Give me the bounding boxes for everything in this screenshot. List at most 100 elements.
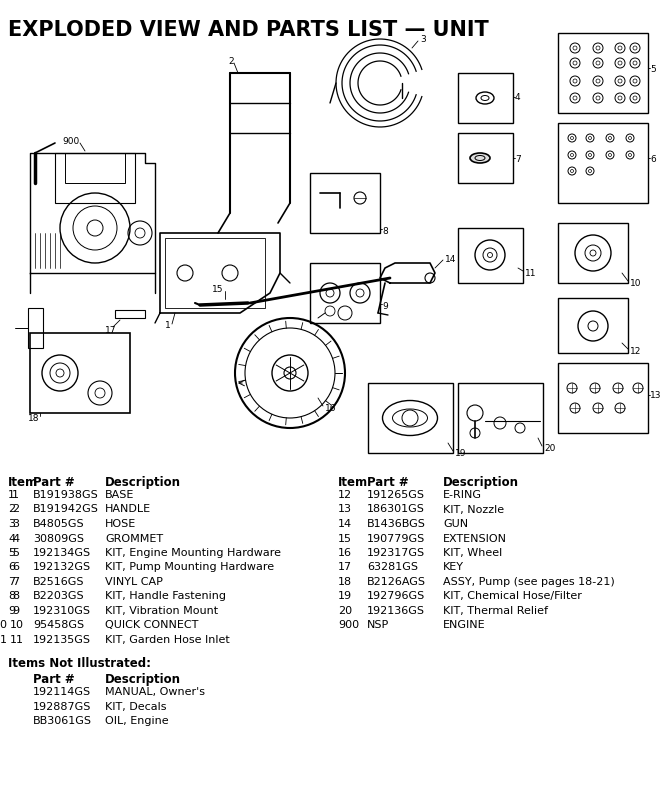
Text: 7: 7 xyxy=(515,154,521,163)
Text: 4: 4 xyxy=(12,533,19,543)
Text: 4: 4 xyxy=(515,93,521,102)
Text: B191942GS: B191942GS xyxy=(33,503,99,514)
Text: 900: 900 xyxy=(62,137,79,146)
Bar xyxy=(558,34,648,114)
Text: 12: 12 xyxy=(338,489,352,499)
Text: 12: 12 xyxy=(630,347,641,356)
Text: HANDLE: HANDLE xyxy=(105,503,151,514)
Text: VINYL CAP: VINYL CAP xyxy=(105,577,163,586)
Text: Part #: Part # xyxy=(33,673,74,686)
Text: 15: 15 xyxy=(212,284,223,293)
Bar xyxy=(30,333,130,414)
Text: 192887GS: 192887GS xyxy=(33,701,91,711)
Text: 1: 1 xyxy=(12,489,19,499)
Bar xyxy=(458,134,513,184)
Text: 900: 900 xyxy=(338,620,359,630)
Text: HOSE: HOSE xyxy=(105,519,136,528)
Text: E-RING: E-RING xyxy=(443,489,482,499)
Bar xyxy=(558,224,628,283)
Text: 19: 19 xyxy=(338,591,352,601)
Text: KIT, Wheel: KIT, Wheel xyxy=(443,548,502,557)
Text: Description: Description xyxy=(105,475,181,488)
Text: 20: 20 xyxy=(338,605,352,615)
Text: 10: 10 xyxy=(0,620,8,630)
Text: KEY: KEY xyxy=(443,562,464,572)
Text: 10: 10 xyxy=(630,279,642,288)
Text: 7: 7 xyxy=(12,577,19,586)
Text: 192317GS: 192317GS xyxy=(367,548,425,557)
Text: 9: 9 xyxy=(12,605,19,615)
Text: Item: Item xyxy=(8,475,38,488)
Text: Description: Description xyxy=(443,475,519,488)
Bar xyxy=(558,124,648,204)
Text: 9: 9 xyxy=(382,302,388,311)
Text: 20: 20 xyxy=(544,444,555,453)
Text: KIT, Thermal Relief: KIT, Thermal Relief xyxy=(443,605,548,615)
Text: B191938GS: B191938GS xyxy=(33,489,98,499)
Text: 9: 9 xyxy=(8,605,15,615)
Text: BASE: BASE xyxy=(105,489,134,499)
Text: 192310GS: 192310GS xyxy=(33,605,91,615)
Text: 17: 17 xyxy=(338,562,352,572)
Text: 186301GS: 186301GS xyxy=(367,503,425,514)
Text: KIT, Vibration Mount: KIT, Vibration Mount xyxy=(105,605,218,615)
Text: Items Not Illustrated:: Items Not Illustrated: xyxy=(8,657,151,670)
Text: 16: 16 xyxy=(338,548,352,557)
Text: 191265GS: 191265GS xyxy=(367,489,425,499)
Text: 18: 18 xyxy=(338,577,352,586)
Text: 63281GS: 63281GS xyxy=(367,562,418,572)
Text: 192135GS: 192135GS xyxy=(33,634,91,644)
Text: EXPLODED VIEW AND PARTS LIST — UNIT: EXPLODED VIEW AND PARTS LIST — UNIT xyxy=(8,20,489,40)
Text: Part #: Part # xyxy=(33,475,74,488)
Text: KIT, Handle Fastening: KIT, Handle Fastening xyxy=(105,591,226,601)
Text: 14: 14 xyxy=(338,519,352,528)
Text: 6: 6 xyxy=(12,562,19,572)
Text: BB3061GS: BB3061GS xyxy=(33,715,92,726)
Text: KIT, Nozzle: KIT, Nozzle xyxy=(443,503,504,514)
Text: 6: 6 xyxy=(8,562,15,572)
Bar xyxy=(368,384,453,454)
Text: 192134GS: 192134GS xyxy=(33,548,91,557)
Text: 30809GS: 30809GS xyxy=(33,533,84,543)
Text: 8: 8 xyxy=(382,227,388,236)
Text: KIT, Decals: KIT, Decals xyxy=(105,701,166,711)
Text: 1: 1 xyxy=(8,489,15,499)
Text: 2: 2 xyxy=(12,503,19,514)
Text: 5: 5 xyxy=(8,548,15,557)
Text: QUICK CONNECT: QUICK CONNECT xyxy=(105,620,198,630)
Bar xyxy=(458,384,543,454)
Bar xyxy=(28,308,43,349)
Text: 1: 1 xyxy=(165,321,171,330)
Bar xyxy=(558,364,648,434)
Bar xyxy=(458,74,513,124)
Text: 5: 5 xyxy=(12,548,19,557)
Text: 2: 2 xyxy=(228,56,233,65)
Text: 192114GS: 192114GS xyxy=(33,687,91,697)
Text: ENGINE: ENGINE xyxy=(443,620,485,630)
Bar xyxy=(65,154,125,184)
Text: GUN: GUN xyxy=(443,519,468,528)
Text: KIT, Engine Mounting Hardware: KIT, Engine Mounting Hardware xyxy=(105,548,281,557)
Text: 17: 17 xyxy=(105,326,116,335)
Text: B2203GS: B2203GS xyxy=(33,591,84,601)
Text: GROMMET: GROMMET xyxy=(105,533,163,543)
Text: 15: 15 xyxy=(338,533,352,543)
Text: 3: 3 xyxy=(420,35,426,43)
Text: 4: 4 xyxy=(8,533,15,543)
Bar xyxy=(55,154,135,204)
Text: B2126AGS: B2126AGS xyxy=(367,577,426,586)
Bar xyxy=(165,238,265,308)
Text: 14: 14 xyxy=(445,255,456,263)
Text: 11: 11 xyxy=(0,634,8,644)
Text: 95458GS: 95458GS xyxy=(33,620,84,630)
Text: NSP: NSP xyxy=(367,620,389,630)
Text: 192132GS: 192132GS xyxy=(33,562,91,572)
Text: MANUAL, Owner's: MANUAL, Owner's xyxy=(105,687,205,697)
Text: ASSY, Pump (see pages 18-21): ASSY, Pump (see pages 18-21) xyxy=(443,577,614,586)
Ellipse shape xyxy=(470,154,490,164)
Text: 13: 13 xyxy=(338,503,352,514)
Bar xyxy=(310,173,380,234)
Text: 10: 10 xyxy=(10,620,24,630)
Text: 8: 8 xyxy=(8,591,15,601)
Text: 18: 18 xyxy=(28,414,39,423)
